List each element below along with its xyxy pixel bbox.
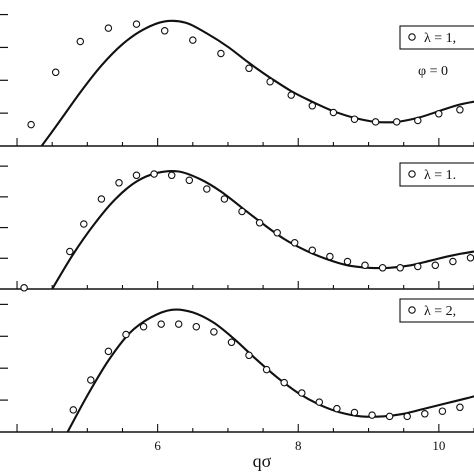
data-point [298,389,306,397]
data-point [104,24,113,32]
data-point [217,49,225,58]
data-point [97,195,106,203]
data-point [27,120,35,129]
data-point [76,37,85,46]
panels: λ = 1, φ = 0 λ = 1. λ = 2, [0,13,474,433]
data-point [139,322,148,331]
data-point [262,365,271,374]
data-point [421,410,429,418]
legend-marker [408,170,416,178]
data-point [449,257,457,266]
data-point [414,116,422,125]
legend-marker [408,33,416,41]
data-point [192,322,201,331]
data-point [255,219,264,227]
data-point [329,108,338,117]
data-point [87,376,95,384]
data-point [157,320,165,328]
theory-curve [66,308,474,433]
panel-1: λ = 1, φ = 0 [0,13,474,147]
data-point [368,411,376,419]
data-point [280,378,288,387]
legend-box [399,162,474,187]
data-point [431,261,440,270]
data-point [315,398,324,406]
data-point [378,264,387,272]
data-point [308,246,317,255]
legend-label: λ = 2, [424,304,456,319]
panel-2: λ = 1. [0,162,474,292]
legend-label: λ = 1. [424,168,456,183]
data-point [333,404,341,413]
legend-marker [408,306,416,314]
data-point [326,252,334,261]
data-point [456,403,464,412]
data-point [396,264,404,272]
theory-curve [40,19,474,147]
data-point [104,347,113,356]
data-point [403,412,411,421]
data-point [210,328,218,336]
data-point [438,407,447,415]
data-point [160,27,169,35]
data-point [273,229,281,237]
data-point [414,262,422,271]
data-point [69,406,78,414]
data-point [115,179,123,187]
theory-curve [51,169,474,290]
legend: λ = 2, [399,298,474,323]
legend: λ = 1, [399,25,474,50]
data-point [132,20,141,28]
data-point [435,110,443,118]
legend-label: λ = 1, [424,31,456,46]
data-point [266,77,274,86]
data-point [308,102,317,110]
data-point [51,68,60,77]
data-point [122,330,130,339]
data-point [350,408,359,417]
data-point [238,207,246,216]
data-point [150,170,158,178]
data-point [174,320,183,328]
data-point [189,36,197,44]
data-point [371,118,380,126]
data-point [20,284,28,292]
data-point [350,115,359,123]
data-point [385,412,394,421]
legend-box [399,25,474,50]
data-point [290,239,299,247]
data-point [203,185,211,193]
data-point [185,176,194,185]
data-point [132,171,141,180]
panel-3: λ = 2, [0,298,474,433]
x-tick-label: 8 [295,438,302,453]
x-axis: 6 8 10 [154,438,445,453]
legend-box [399,298,474,323]
legend: λ = 1. [399,162,474,187]
data-point [167,171,176,180]
data-point [343,257,352,266]
data-point [466,254,474,262]
data-point [66,247,74,256]
data-point [80,220,88,228]
data-point [456,106,464,114]
x-tick-label: 6 [154,438,161,453]
x-axis-title: qσ [253,451,272,471]
data-point [287,91,295,99]
data-point [227,338,236,347]
data-point [245,351,253,360]
data-point [220,195,229,203]
x-tick-label: 10 [432,438,445,453]
panel-annotation: φ = 0 [418,64,448,79]
data-point [245,64,253,73]
data-point [392,118,401,126]
data-point [361,261,369,270]
